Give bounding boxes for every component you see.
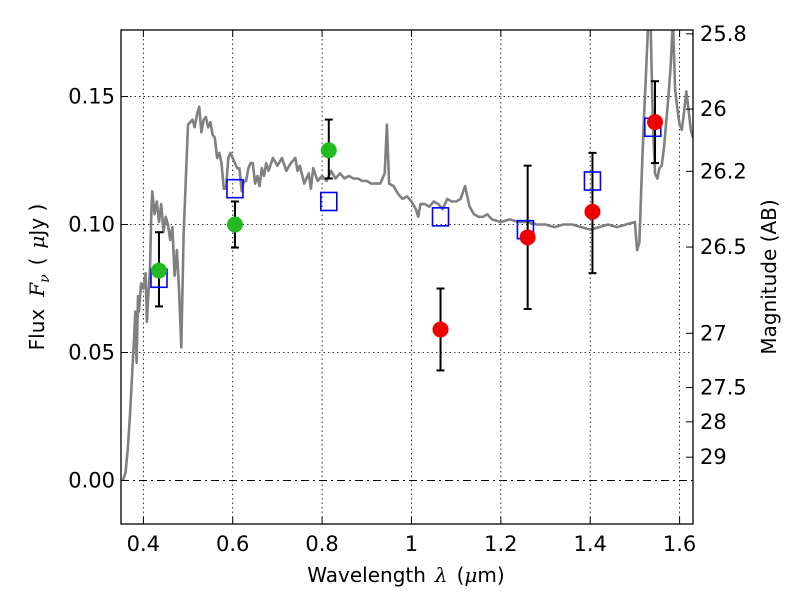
y-tick-label: 0.15 (68, 85, 115, 109)
model-photometry-square (319, 191, 338, 212)
x-tick-label: 1.4 (574, 532, 607, 556)
right-tick-label: 26.2 (700, 159, 747, 183)
right-axis-label: Magnitude (AB) (757, 199, 781, 354)
x-tick-label: 0.4 (127, 532, 160, 556)
right-tick-label: 27.5 (700, 376, 747, 400)
grid-lines (121, 30, 693, 524)
right-tick-label: 27 (700, 321, 727, 345)
x-axis-label: Wavelength λ (μm) (307, 563, 504, 587)
plot-frame (120, 29, 694, 525)
right-tick-label: 29 (700, 445, 727, 469)
x-tick-label: 1 (405, 532, 418, 556)
observed-point-red (432, 321, 449, 338)
right-tick-label: 26 (700, 97, 727, 121)
model-photometry-square (431, 207, 450, 227)
x-tick-label: 0.8 (305, 532, 338, 556)
x-tick-label: 0.6 (216, 532, 249, 556)
tick-labels: 0.4 0.6 0.8 1 1.2 1.4 1.6 0.00 0.05 0.10 0.15 25.8 2… (68, 22, 747, 556)
plot-background (121, 30, 693, 524)
model-photometry-square (583, 171, 602, 191)
right-tick-label: 26.5 (700, 235, 747, 259)
model-photometry-square (226, 178, 244, 199)
observed-point-red (519, 229, 536, 246)
observed-point-green (226, 216, 243, 233)
observed-point-green (150, 262, 167, 279)
y-tick-label: 0.10 (68, 213, 115, 237)
x-tick-label: 1.2 (484, 532, 517, 556)
tick-marks (121, 30, 693, 524)
y-tick-label: 0.05 (68, 341, 115, 365)
observed-point-red (584, 203, 601, 220)
observed-point-red (647, 114, 664, 131)
x-tick-label: 1.6 (663, 532, 696, 556)
right-tick-label: 25.8 (700, 22, 747, 46)
y-axis-label: FluxFν(μJy ) (25, 204, 53, 351)
y-tick-label: 0.00 (68, 468, 115, 492)
observed-point-green (320, 142, 337, 159)
right-tick-label: 28 (700, 410, 727, 434)
markers (150, 114, 664, 338)
